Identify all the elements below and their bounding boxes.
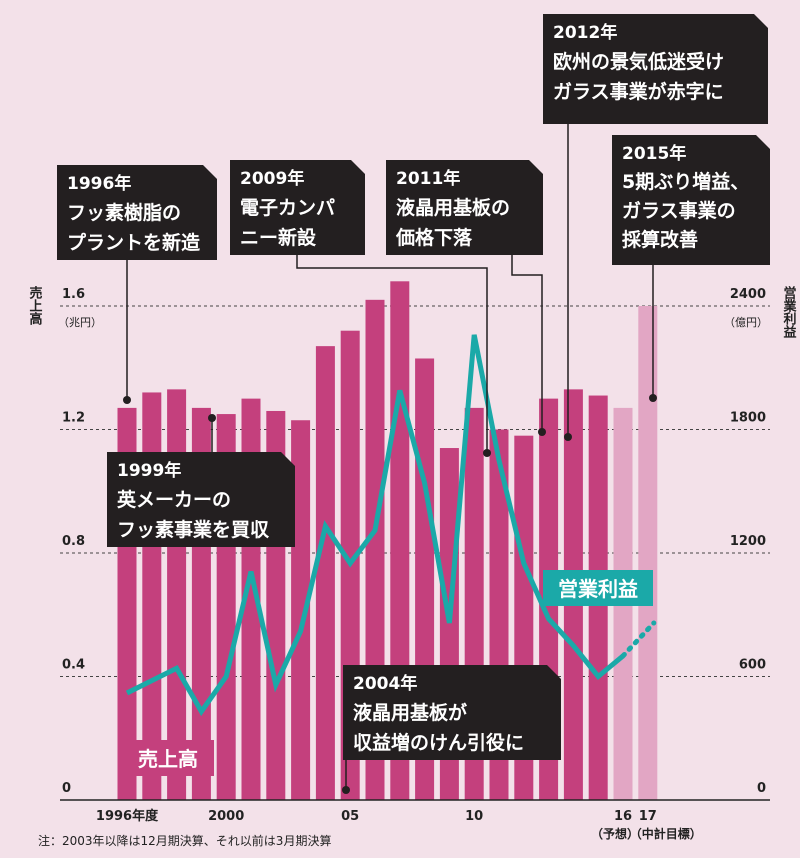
left-tick-label: 0 [62, 781, 71, 796]
annotation-text: フッ素事業を買収 [117, 518, 270, 541]
annotation-text: 英メーカーの [117, 488, 231, 511]
annotation-dot [123, 396, 131, 404]
annotation-text: 2015年 [622, 143, 686, 164]
annotation-text: 液晶用基板の [396, 196, 510, 219]
sales-series-label: 売上高 [138, 747, 198, 771]
right-tick-label: 2400 [730, 287, 766, 302]
profit-projected-line [620, 620, 657, 659]
x-tick-label: 10 [465, 809, 483, 824]
annotation-box [612, 135, 770, 265]
profit-series-label: 営業利益 [558, 577, 638, 601]
left-tick-label: 0.8 [62, 534, 85, 549]
annotation-box [107, 452, 295, 547]
annotation-text: 2009年 [240, 168, 304, 189]
annotation-text: 価格下落 [395, 226, 473, 249]
profit-line [125, 334, 657, 717]
annotation-box [57, 165, 217, 260]
sales-bar [638, 306, 658, 800]
annotations: 1996年フッ素樹脂のプラントを新造1999年英メーカーのフッ素事業を買収200… [57, 14, 770, 794]
annotation-text: 収益増のけん引役に [353, 731, 524, 754]
left-tick-label: 1.2 [62, 411, 85, 426]
profit-label-box [543, 570, 653, 606]
annotation-box [343, 665, 561, 760]
annotation-dot [538, 428, 546, 436]
annotation-text: 5期ぶり増益、 [622, 170, 749, 193]
annotation-dot [342, 786, 350, 794]
annotation-text: 液晶用基板が [353, 701, 467, 724]
annotation-text: 1999年 [117, 460, 181, 481]
annotation-dot [208, 414, 216, 422]
sales-bar [291, 420, 311, 800]
annotation-text: フッ素樹脂の [67, 201, 181, 224]
annotation-text: 2012年 [553, 22, 617, 43]
annotation-text: ニー新設 [240, 226, 317, 249]
left-axis-title: 売上高 [27, 285, 43, 326]
right-axis-unit: （億円） [724, 316, 768, 329]
right-tick-label: 600 [739, 658, 766, 673]
sales-label-box [122, 740, 214, 776]
x-tick-label: 05 [341, 809, 359, 824]
sales-bar [167, 389, 187, 800]
right-tick-label: 1800 [730, 411, 766, 426]
right-tick-label: 1200 [730, 534, 766, 549]
annotation-text: ガラス事業が赤字に [553, 80, 724, 103]
x-sub-label: （中計目標） [630, 826, 702, 841]
x-tick-label: 17 [639, 809, 657, 824]
annotation-dot [483, 449, 491, 457]
annotation-text: 採算改善 [622, 228, 698, 251]
axes: 0 0 0.4 600 0.8 1200 1.2 1800 1.6 2400 売上高 （兆円） 営業利益… [27, 285, 798, 841]
annotation-dot [564, 433, 572, 441]
annotation-text: ガラス事業の [622, 199, 736, 222]
annotation-box [230, 160, 365, 255]
footnote: 注：2003年以降は12月期決算、それ以前は3月期決算 [38, 834, 332, 848]
annotation-text: 欧州の景気低迷受け [553, 50, 724, 73]
annotation-box [386, 160, 543, 255]
annotation-text: 1996年 [67, 173, 131, 194]
left-axis-unit: （兆円） [58, 316, 102, 329]
annotation-text: 2004年 [353, 673, 417, 694]
left-tick-label: 0.4 [62, 658, 85, 673]
sales-bar [315, 346, 335, 800]
annotation-box [543, 14, 768, 124]
annotation-leader-line [296, 255, 488, 453]
annotation-text: プラントを新造 [67, 231, 201, 254]
annotation-text: 2011年 [396, 168, 460, 189]
profit-series-line [125, 334, 625, 717]
x-sub-label: （予想） [591, 826, 639, 841]
right-axis-title: 営業利益 [781, 285, 798, 339]
x-tick-label: 16 [614, 809, 632, 824]
left-tick-label: 1.6 [62, 287, 85, 302]
x-tick-label: 2000 [208, 809, 244, 824]
annotation-leader-line [511, 255, 543, 432]
annotation-text: 電子カンパ [240, 197, 335, 219]
annotation-dot [649, 394, 657, 402]
x-tick-label: 1996年度 [96, 808, 159, 824]
right-tick-label: 0 [757, 781, 766, 796]
